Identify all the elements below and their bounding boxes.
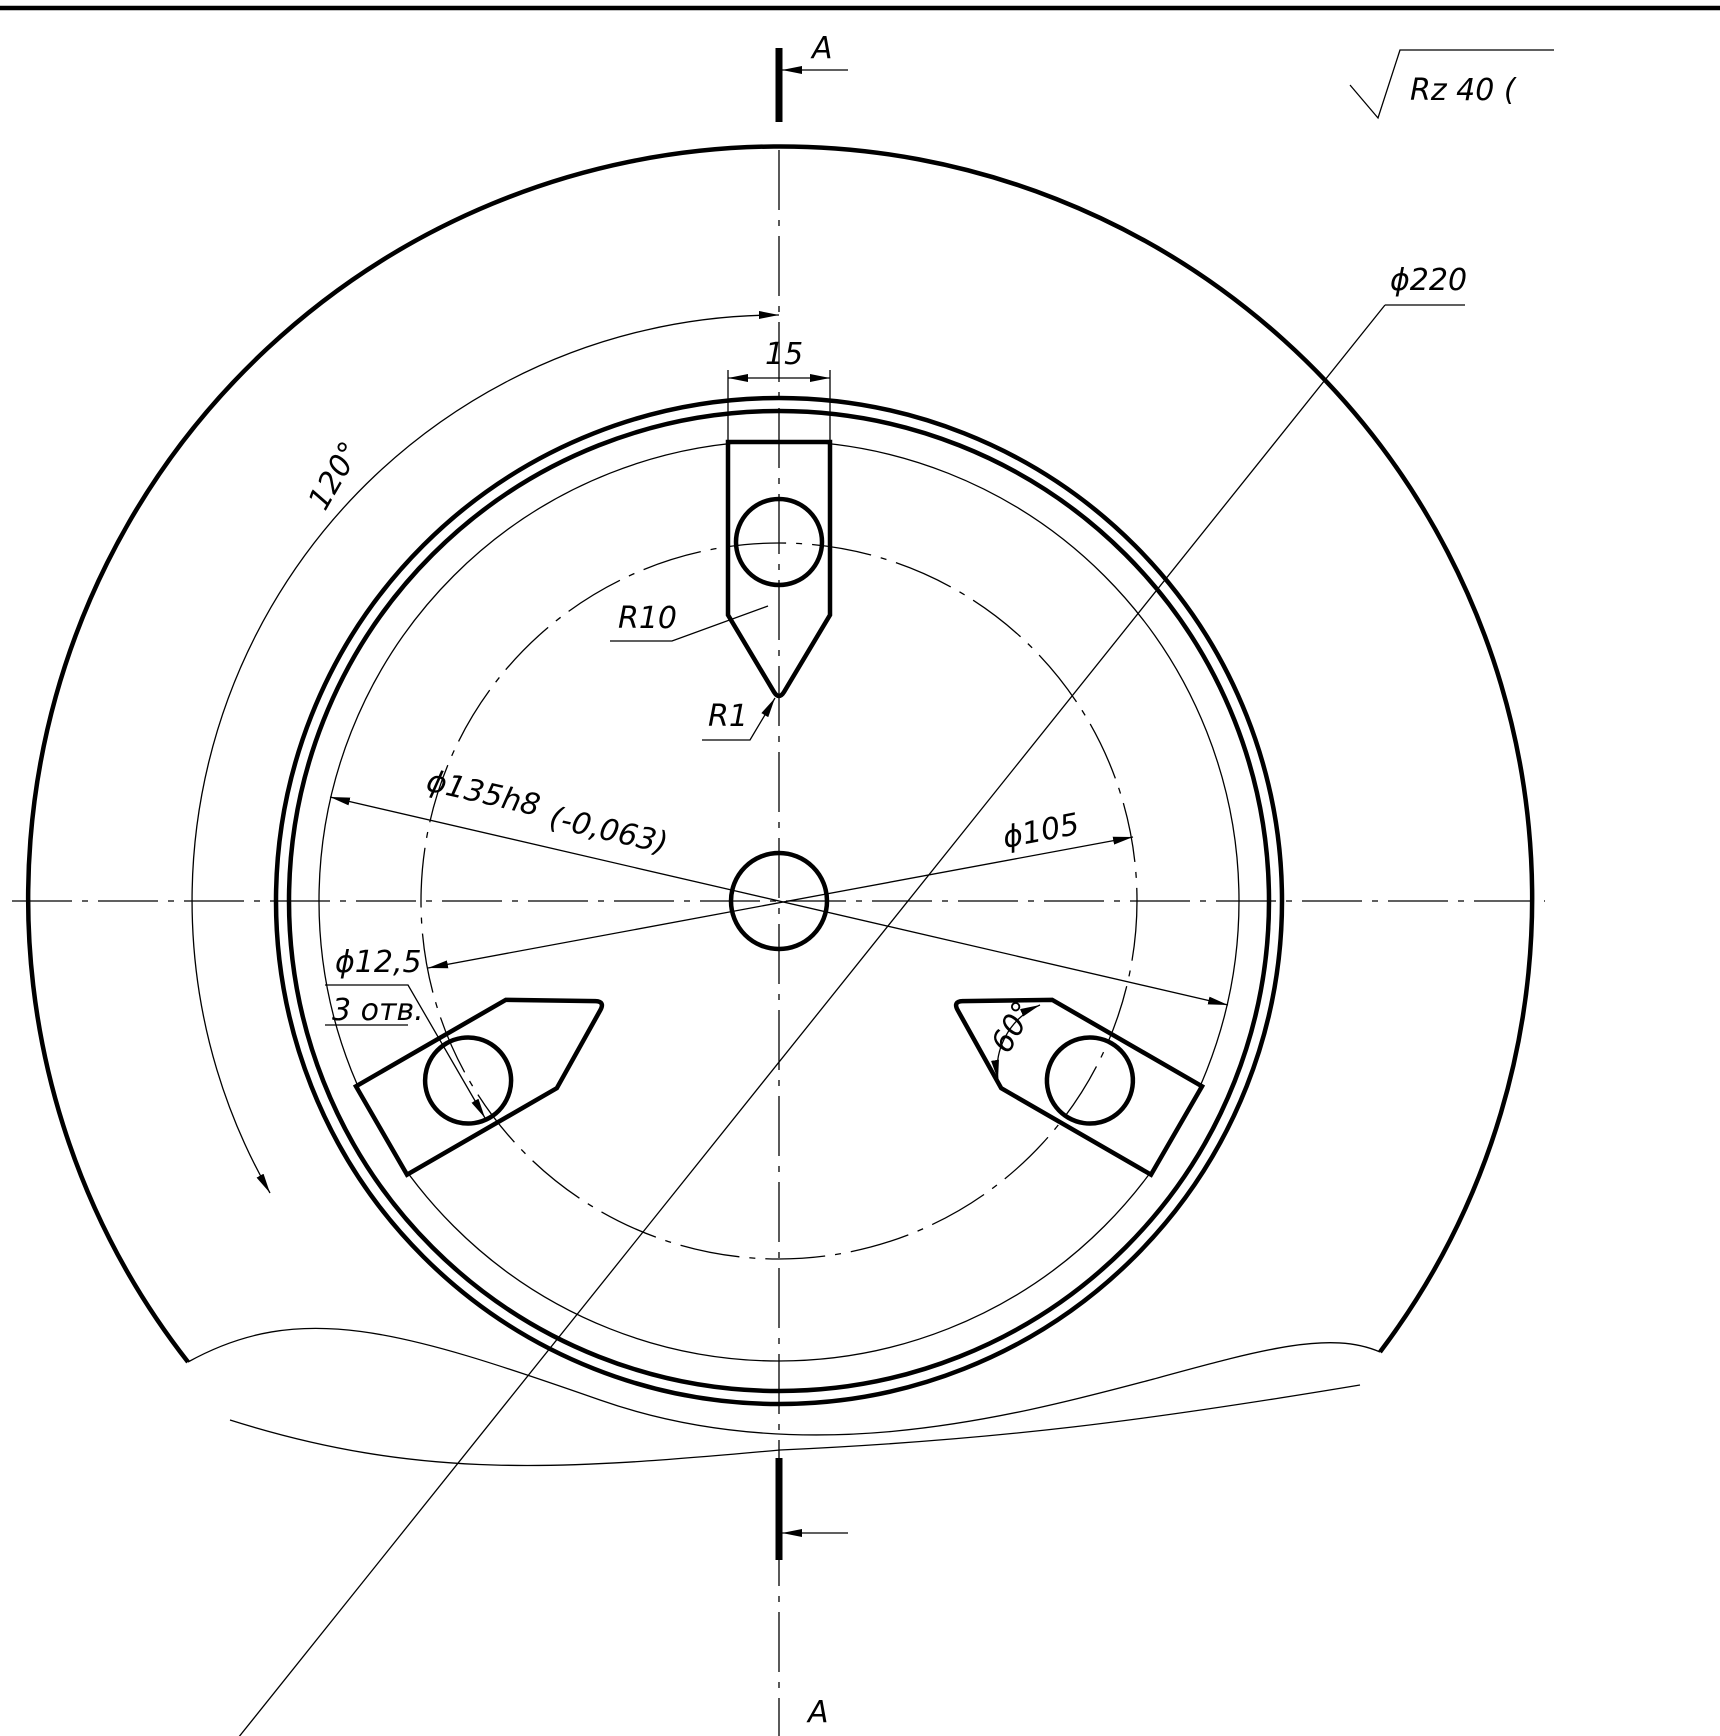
roughness: Rz 40 ( — [1410, 73, 1517, 108]
section-label: A — [810, 31, 833, 66]
dim-text: R10 — [618, 601, 677, 636]
dim-text: 3 отв. — [332, 993, 424, 1028]
dim-text: 120° — [302, 436, 368, 516]
section-label: A — [806, 1695, 829, 1730]
dim-text: 15 — [765, 337, 803, 372]
dim-tol: (-0,063) — [546, 800, 671, 861]
drawing: A A Rz 40 ( ϕ220 120° 15 R10 R1 ϕ135h8(-… — [0, 0, 1720, 1736]
dim-text: ϕ135h8 — [423, 764, 543, 824]
break-line-2 — [230, 1385, 1360, 1465]
dim-text: R1 — [708, 699, 748, 734]
dim-text: ϕ12,5 — [335, 945, 422, 980]
dim-text: ϕ220 — [1390, 263, 1467, 298]
angle-dim — [192, 315, 779, 1193]
outer-contour — [28, 146, 1532, 1362]
dim-text: 60° — [985, 995, 1042, 1059]
break-line — [188, 1328, 1380, 1435]
